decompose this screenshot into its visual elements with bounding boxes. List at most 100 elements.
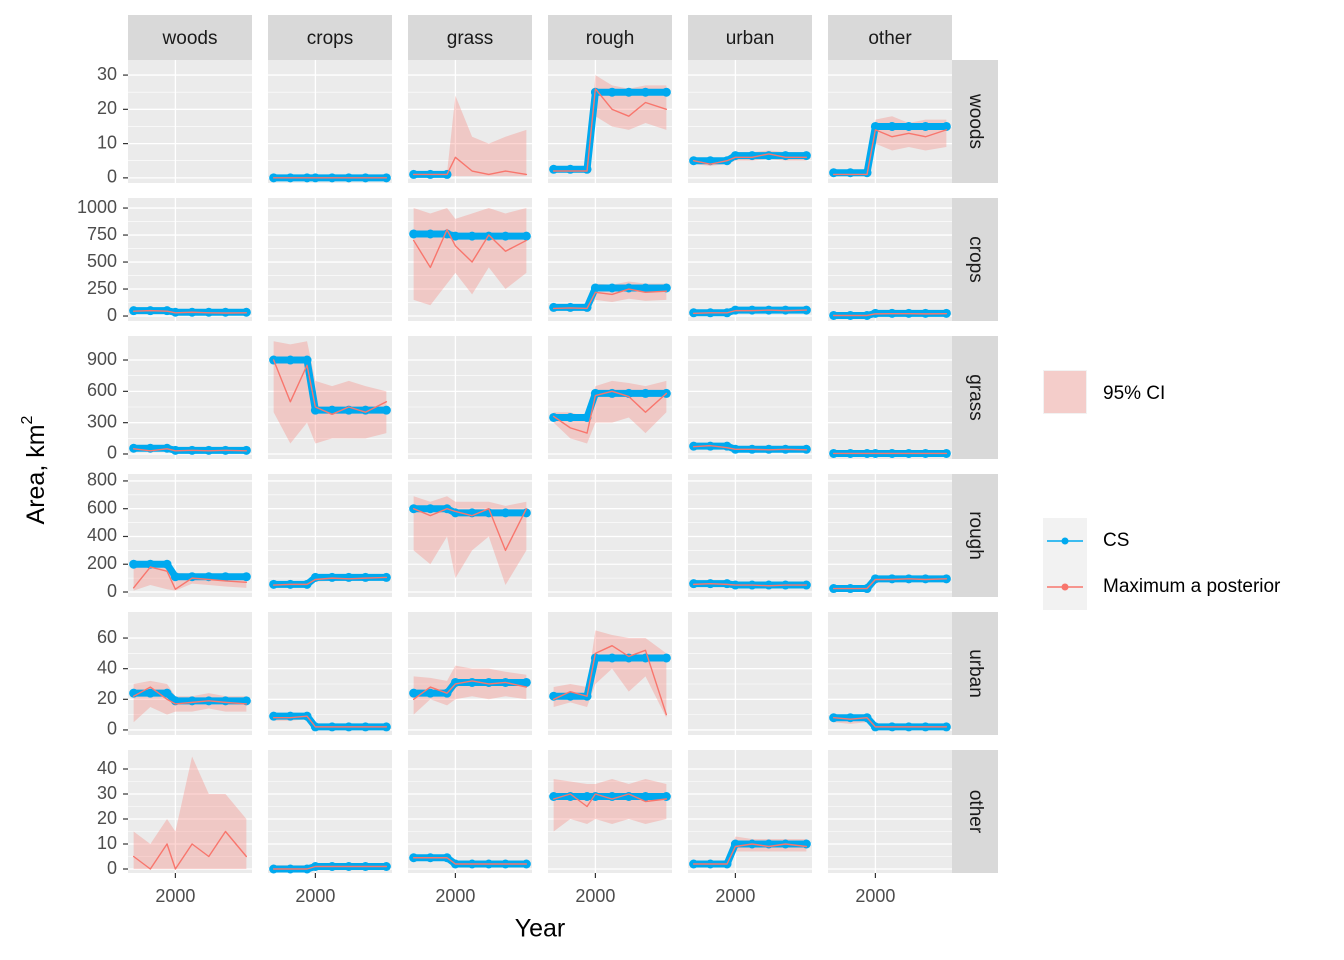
panel [408,336,532,459]
cs-point [500,231,510,241]
y-tick-label: 20 [97,98,117,118]
panel [828,336,952,459]
strip-label: woods [965,93,986,149]
cs-point [344,572,354,582]
cs-point [467,677,477,687]
panel [128,612,252,735]
strip-label: other [965,790,986,834]
y-tick-label: 10 [97,833,117,853]
map-line [272,865,388,870]
panel [548,750,672,873]
x-tick-label: 2000 [855,886,895,906]
map-line [412,857,528,865]
cs-point [162,559,172,569]
cs-point [870,121,880,131]
x-tick-label: 2000 [435,886,475,906]
cs-point [450,231,460,241]
strip [952,60,998,183]
map-line [132,830,248,870]
cs-point [409,229,419,239]
cs-point [549,164,559,174]
strip-label: other [868,28,912,49]
cs-point [722,441,732,451]
strip [548,15,672,60]
strip-label: woods [162,28,218,49]
panel [408,750,532,873]
cs-point [425,504,435,514]
cs-point [565,412,575,422]
legend-point [1061,537,1069,545]
cs-point [162,688,172,698]
y-tick-label: 0 [107,443,117,463]
cs-point [269,711,279,721]
cs-point [145,559,155,569]
map-line [692,153,808,165]
panel [688,198,812,321]
y-tick-label: 800 [87,470,117,490]
y-axis-title: Area, km2 [19,415,49,524]
panel [268,60,392,183]
y-tick-label: 0 [107,719,117,739]
map-line [692,582,808,587]
strip-label: rough [586,28,635,49]
panel [688,474,812,597]
panel [268,198,392,321]
cs-point [549,302,559,312]
cs-point [549,412,559,422]
cs-point [129,559,139,569]
y-tick-label: 30 [97,783,117,803]
cs-point [521,508,531,518]
strip [828,15,952,60]
map-line [832,312,948,317]
panel [548,474,672,597]
map-line [132,448,248,452]
cs-point [425,229,435,239]
cs-point [845,713,855,723]
cs-point [640,792,650,801]
x-tick-label: 2000 [715,886,755,906]
map-line [272,576,388,586]
cs-point [590,653,600,663]
map-line [272,715,388,728]
cs-point [780,151,790,161]
x-axis-title: Year [515,915,566,943]
legend-label: Maximum a posterior [1103,576,1281,597]
cs-point [624,283,634,293]
cs-point [829,168,839,178]
y-tick-label: 200 [87,553,117,573]
ci-band [413,665,527,715]
cs-point [845,168,855,178]
ci-band [833,116,947,177]
y-tick-label: 400 [87,525,117,545]
y-tick-label: 20 [97,808,117,828]
panel [268,750,392,873]
y-tick-label: 10 [97,132,117,152]
map-line [412,156,528,176]
cs-point [640,388,650,398]
cs-point [467,231,477,241]
cs-point [764,151,774,161]
cs-point [565,164,575,174]
legend-point [1061,583,1069,591]
panel [688,612,812,735]
ci-band [413,95,527,177]
cs-point [607,388,617,398]
cs-point [904,121,914,131]
ci-band [273,341,387,444]
cs-point [887,121,897,131]
cs-point [624,87,634,97]
map-line [552,390,668,434]
y-tick-label: 600 [87,380,117,400]
map-line [832,129,948,176]
map-line [132,309,248,314]
cs-point [220,696,230,706]
cs-point [409,688,419,698]
map-line [132,566,248,590]
cs-point [801,151,811,161]
cs-point [640,283,650,293]
map-line [832,716,948,728]
strip-label: grass [447,28,493,49]
cs-point [607,87,617,97]
panel [548,60,672,183]
